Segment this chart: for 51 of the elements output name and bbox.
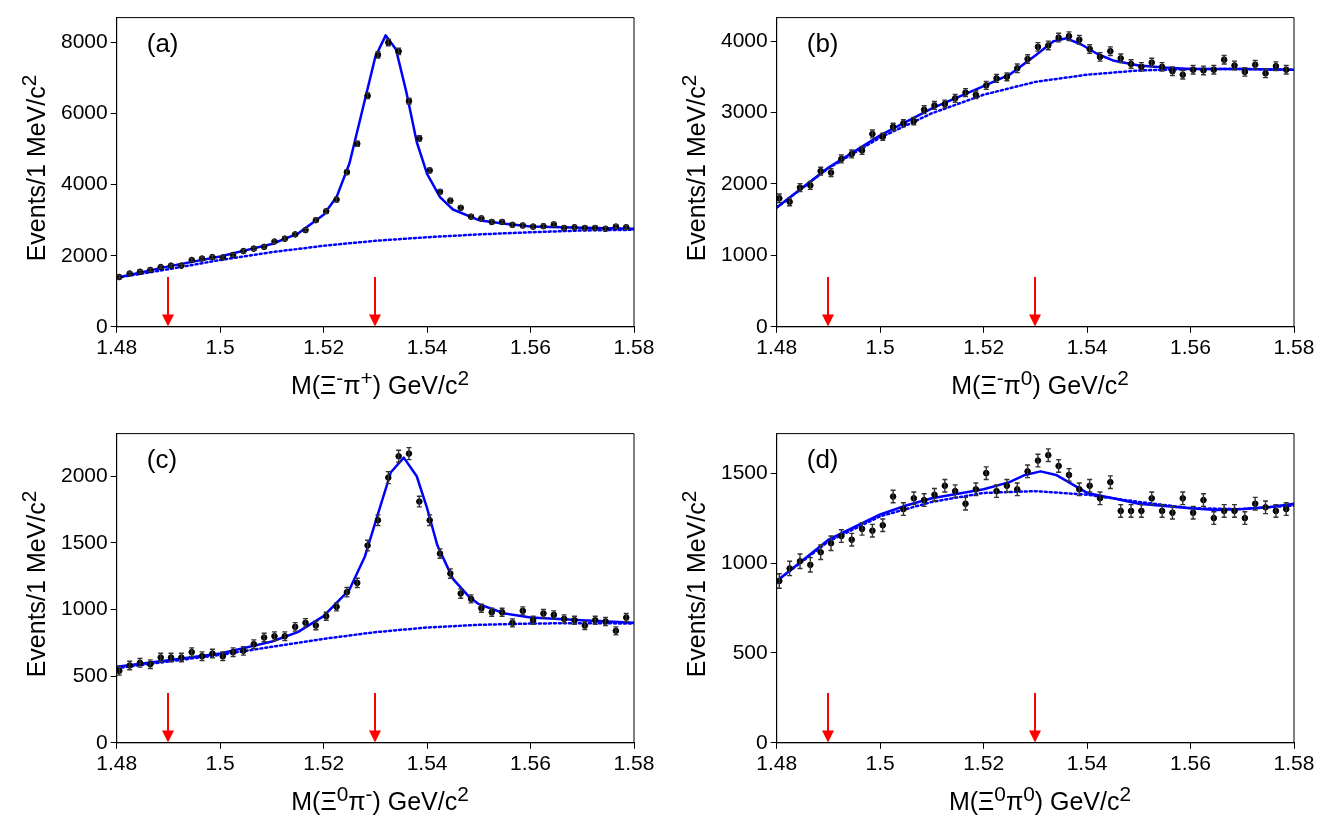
- x-tick-label: 1.48: [756, 335, 798, 359]
- y-tick-label: 3000: [721, 99, 768, 123]
- annotation: (d): [806, 443, 839, 474]
- x-tick-label: 1.58: [1273, 335, 1315, 359]
- annotation: (c): [146, 443, 178, 474]
- y-tick-label: 500: [72, 662, 108, 686]
- y-tick-label: 4000: [721, 27, 768, 51]
- x-tick-label: 1.48: [756, 751, 798, 775]
- x-tick-label: 1.56: [1170, 751, 1211, 775]
- x-tick-label: 1.58: [613, 335, 655, 359]
- y-tick-label: 1000: [721, 242, 768, 266]
- x-tick-label: 1.48: [96, 335, 138, 359]
- x-tick-label: 1.54: [1066, 335, 1108, 359]
- x-tick-label: 1.5: [865, 751, 895, 775]
- y-tick-label: 0: [96, 313, 108, 337]
- y-tick-label: 2000: [61, 242, 108, 266]
- annotation: (b): [806, 27, 839, 58]
- y-tick-label: 1500: [721, 459, 768, 483]
- y-tick-label: 8000: [61, 29, 108, 53]
- x-tick-label: 1.56: [510, 751, 551, 775]
- x-tick-label: 1.5: [205, 751, 235, 775]
- y-tick-label: 4000: [61, 171, 108, 195]
- x-axis-title: M(Ξ$^{0}$π$^{-}$) GeV/c$^{2}$: [290, 782, 470, 817]
- y-tick-label: 6000: [61, 100, 108, 124]
- x-tick-label: 1.52: [303, 751, 345, 775]
- y-tick-label: 0: [756, 313, 768, 337]
- x-axis-title: M(Ξ$^{0}$π$^{0}$) GeV/c$^{2}$: [947, 782, 1133, 817]
- annotation: (a): [146, 27, 179, 58]
- y-tick-label: 2000: [61, 463, 108, 487]
- y-tick-label: 0: [756, 729, 768, 753]
- x-tick-label: 1.52: [963, 335, 1005, 359]
- x-axis-title: M(Ξ$^{-}$π$^{0}$) GeV/c$^{2}$: [950, 366, 1130, 401]
- x-tick-label: 1.5: [865, 335, 895, 359]
- x-tick-label: 1.5: [205, 335, 235, 359]
- x-tick-label: 1.54: [406, 751, 448, 775]
- y-tick-label: 1500: [61, 529, 108, 553]
- x-tick-label: 1.52: [303, 335, 345, 359]
- x-tick-label: 1.54: [406, 335, 448, 359]
- x-tick-label: 1.54: [1066, 751, 1108, 775]
- x-tick-label: 1.52: [963, 751, 1005, 775]
- y-tick-label: 1000: [721, 549, 768, 573]
- x-tick-label: 1.56: [510, 335, 551, 359]
- x-axis-title: M(Ξ$^{-}$π$^{+}$) GeV/c$^{2}$: [289, 366, 471, 401]
- y-tick-label: 0: [96, 729, 108, 753]
- y-tick-label: 2000: [721, 170, 768, 194]
- y-tick-label: 500: [732, 639, 768, 663]
- x-tick-label: 1.58: [613, 751, 655, 775]
- y-tick-label: 1000: [61, 596, 108, 620]
- x-tick-label: 1.56: [1170, 335, 1211, 359]
- x-tick-label: 1.58: [1273, 751, 1315, 775]
- x-tick-label: 1.48: [96, 751, 138, 775]
